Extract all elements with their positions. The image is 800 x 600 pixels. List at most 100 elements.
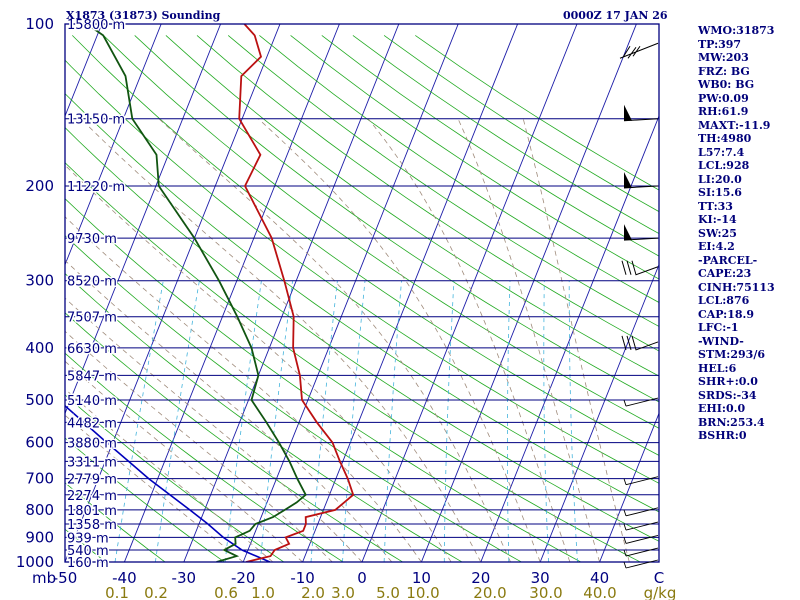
stat-item: L57:7.4 [698,145,745,159]
pressure-tick-label: 100 [25,15,54,33]
dry-adiabat-line [290,35,659,280]
height-label: 2274 m [67,489,117,504]
mixing-ratio-label: 0.6 [214,584,238,600]
moist-adiabat-line [457,118,600,562]
wind-barb [623,507,659,517]
height-label: 540 m [67,544,109,559]
stat-item: LI:20.0 [698,172,742,186]
dry-adiabat-line [196,35,659,352]
mixing-ratio-line [224,280,262,562]
sounding-traces [65,24,355,562]
isotherm-line [599,412,659,562]
parcel-trace [65,404,271,562]
stat-item: -PARCEL- [698,253,758,267]
height-label: 13150 m [67,113,125,128]
dry-adiabat-line [65,482,166,562]
mixing-ratio-label: 10.0 [406,584,439,600]
mixing-ratio-label: 1.0 [251,584,275,600]
wind-profile [619,42,659,569]
dry-adiabat-line [321,35,659,257]
stat-item: TH:4980 [698,132,752,145]
isotherm-line [123,24,340,562]
wind-barb [621,335,659,351]
wind-barb [623,559,659,569]
mixing-ratio-line [310,280,338,562]
mixing-ratio-label: g/kg [644,584,677,600]
stat-item: EI:4.2 [698,240,735,253]
stat-item: TT:33 [698,199,733,213]
wind-barb [623,534,659,544]
dry-adiabat-line [0,35,60,573]
temperature-tick-label: -10 [290,569,315,587]
temperature-tick-label: 30 [531,569,550,587]
moist-adiabat-line [65,388,274,562]
stat-item: EHI:0.0 [698,402,746,415]
isotherm-line [65,24,103,118]
temperature-tick-label: 10 [412,569,431,587]
stat-item: KI:-14 [698,213,737,226]
temperature-tick-label: 40 [590,569,609,587]
isotherm-line [242,24,459,562]
height-label: 11220 m [67,180,125,195]
mixing-ratio-label: 5.0 [376,584,400,600]
height-label: 160 m [67,556,109,571]
height-label: 9730 m [67,232,117,247]
isobar-lines [65,23,659,563]
chart-title: X1873 (31873) Sounding [66,9,221,22]
stat-item: MAXT:-11.9 [698,118,771,132]
wind-barb [623,547,659,557]
moist-adiabat-line [65,297,363,562]
isotherm-line [183,24,400,562]
dry-adiabat-line [65,93,659,513]
isotherm-line [65,24,222,415]
pressure-tick-label: 200 [25,177,54,195]
height-label: 6630 m [67,342,117,357]
stat-item: CAPE:23 [698,267,752,280]
height-label: 5847 m [67,369,117,384]
dry-adiabat-line [65,528,107,562]
mixing-ratio-label: 0.1 [105,584,129,600]
dry-adiabat-line [72,35,659,456]
height-label: 15800 m [67,18,125,33]
pressure-tick-label: 700 [25,470,54,488]
dry-adiabat-line [65,162,642,562]
timestamp: 0000Z 17 JAN 26 [563,9,668,22]
dry-adiabat-line [65,352,344,562]
wind-barb [619,42,659,59]
mixing-ratio-label: 2.0 [301,584,325,600]
moist-adiabat-line [522,118,630,562]
stat-item: SI:15.6 [698,186,742,199]
stat-item: SW:25 [698,226,737,240]
moist-adiabat-line [158,118,511,562]
isotherm-line [361,24,578,562]
stat-item: WMO:31873 [698,24,775,37]
height-label: 4482 m [67,416,117,431]
isotherm-line [539,263,659,562]
moist-adiabat-line [80,118,482,562]
stat-item: TP:397 [698,37,742,51]
mixing-ratio-label: 20.0 [473,584,506,600]
wind-barb [621,260,659,276]
moist-adiabat-line [65,259,393,562]
stat-item: HEL:6 [698,361,737,375]
height-label: 8520 m [67,275,117,290]
stat-item: LFC:-1 [698,321,739,334]
mixing-ratio-line [114,280,164,562]
dry-adiabat-line [65,273,463,562]
temperature-tick-label: 20 [471,569,490,587]
isotherm-line [420,24,637,562]
stat-item: BRN:253.4 [698,415,765,429]
dry-adiabat-line [65,312,404,562]
moist-adiabat-line [65,360,303,562]
dry-adiabat-line [65,394,285,562]
pressure-tick-label: 800 [25,501,54,519]
stat-item: LCL:876 [698,294,750,307]
moist-adiabat-line [65,414,244,562]
height-label: 939 m [67,531,109,546]
height-label: 3880 m [67,437,117,452]
pressure-tick-label: 1000 [16,553,54,571]
mixing-ratio-label: 30.0 [529,584,562,600]
plot-frame [64,23,660,563]
